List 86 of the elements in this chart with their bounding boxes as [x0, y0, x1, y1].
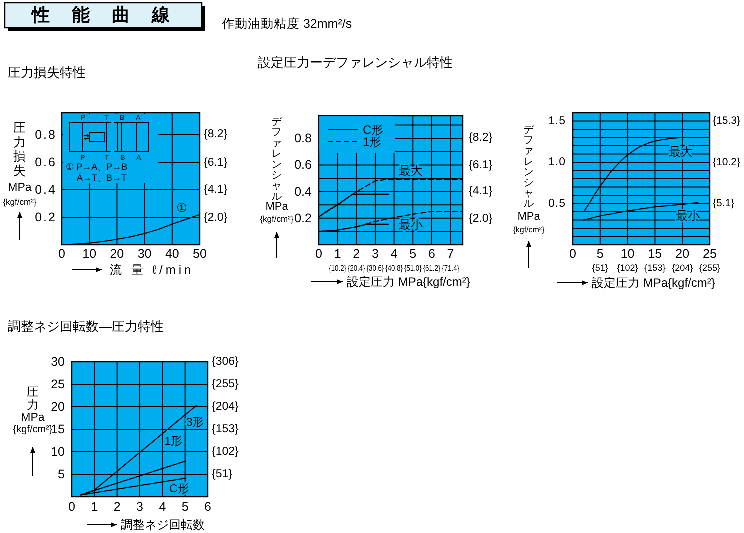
x-tick-label: 40: [165, 247, 180, 261]
y-tick-label: 10: [51, 445, 66, 459]
text: 性能曲線: [31, 5, 192, 25]
y2-tick-label: {102}: [212, 446, 240, 458]
y-tick-label: 0.4: [35, 183, 57, 197]
y-tick-label: 30: [51, 355, 66, 369]
y-tick-label: 0.6: [294, 158, 312, 172]
y2-tick-label: {8.2}: [469, 132, 493, 144]
y2-tick-label: {255}: [212, 378, 240, 390]
x2-tick-label: {204}: [672, 263, 694, 273]
y-tick-label: 0.6: [35, 156, 57, 170]
y2-tick-label: {2.0}: [469, 212, 493, 225]
x-axis-title: 調整ネジ回転数: [121, 518, 205, 532]
y2-tick-label: {51}: [212, 468, 233, 480]
y-tick-label: 1.0: [548, 156, 566, 168]
x-tick-label: 4: [159, 500, 166, 514]
y2-tick-label: {4.1}: [469, 186, 493, 198]
y-tick-label: 5: [58, 468, 66, 482]
y2-tick-label: {2.0}: [204, 212, 228, 224]
y-tick-label: 15: [51, 422, 66, 436]
x-tick-label: 6: [204, 500, 212, 514]
x-axis-title: 設定圧力 MPa{kgf/cm²}: [347, 275, 470, 289]
y-tick-label: 0.2: [294, 211, 312, 226]
series-label: 3形: [186, 416, 205, 430]
x-tick-label: 0: [316, 247, 323, 261]
x-tick-label: 3: [372, 247, 379, 261]
x2-tick-label: {153}: [644, 263, 666, 273]
y-tick-label: 25: [51, 378, 66, 392]
x-tick-label: 10: [82, 247, 97, 261]
y-tick-label: 0.8: [35, 128, 57, 142]
series-label: ①: [176, 200, 188, 215]
y2-tick-label: {6.1}: [204, 156, 228, 169]
x-tick-label: 0: [570, 247, 577, 261]
legend-label: C形: [363, 123, 384, 137]
annotation: ① P→A、P→B: [66, 162, 128, 172]
legend-label: 1形: [363, 135, 382, 149]
text: 作動油動粘度 32mm²/s: [221, 16, 352, 31]
y2-tick-label: {8.2}: [204, 128, 228, 141]
y-tick-label: 1.5: [548, 115, 566, 128]
x2-tick-label: {255}: [699, 263, 721, 273]
x-axis-title: 流 量 ℓ/min: [110, 263, 194, 277]
x-tick-label: 2: [114, 500, 121, 514]
text: デファレンシャル MPa {kgf/cm²}: [513, 124, 545, 234]
x-tick-label: 15: [648, 247, 662, 261]
y-tick-label: 0.5: [548, 198, 566, 210]
y2-tick-label: {6.1}: [469, 160, 493, 172]
x-tick-label: 20: [110, 247, 124, 261]
x2-tick-label: {71.4}: [442, 264, 464, 273]
chart-title: 調整ネジ回転数―圧力特性: [8, 319, 164, 334]
x2-tick-label: {102}: [617, 263, 638, 273]
series-label: 1形: [164, 435, 184, 448]
y-tick-label: 0.4: [294, 184, 312, 199]
y2-tick-label: {15.3}: [713, 115, 741, 128]
x-tick-label: 7: [447, 247, 454, 261]
chart-title: 設定圧力ーデファレンシャル特性: [258, 55, 453, 70]
x-tick-label: 6: [428, 247, 436, 261]
y-tick-label: 20: [51, 400, 66, 414]
x-tick-label: 0: [68, 500, 76, 514]
x-tick-label: 1: [91, 500, 98, 514]
x-tick-label: 3: [136, 500, 144, 514]
x-tick-label: 4: [390, 247, 398, 261]
x-tick-label: 50: [193, 247, 207, 261]
chart-title: 圧力損失特性: [8, 65, 86, 80]
y2-tick-label: {204}: [212, 401, 240, 413]
y2-tick-label: {5.1}: [713, 198, 736, 210]
y-tick-label: 0.8: [294, 132, 312, 146]
y-axis-title: 圧力損失 MPa {kgf/cm²}: [3, 121, 37, 207]
x-tick-label: 25: [703, 247, 717, 261]
x-tick-label: 20: [676, 247, 690, 261]
x-tick-label: 10: [620, 247, 635, 261]
y-tick-label: 0.2: [35, 210, 57, 224]
y2-tick-label: {153}: [212, 424, 240, 436]
x-tick-label: 30: [138, 247, 152, 261]
x-tick-label: 2: [353, 247, 360, 261]
x-tick-label: 0: [58, 247, 66, 261]
x-axis-title: 設定圧力 MPa{kgf/cm²}: [592, 276, 716, 290]
x2-tick-label: {51}: [592, 263, 608, 273]
x-tick-label: 5: [182, 500, 189, 514]
y2-tick-label: {4.1}: [204, 184, 228, 196]
x-tick-label: 5: [410, 247, 417, 261]
annotation: A→T、B→T: [77, 173, 128, 183]
y2-tick-label: {306}: [212, 356, 240, 368]
text: デファレンシャル MPa {kgf/cm²}: [260, 116, 294, 224]
y2-tick-label: {10.2}: [713, 156, 741, 168]
x-tick-label: 5: [596, 247, 604, 261]
x-tick-label: 1: [334, 247, 342, 261]
